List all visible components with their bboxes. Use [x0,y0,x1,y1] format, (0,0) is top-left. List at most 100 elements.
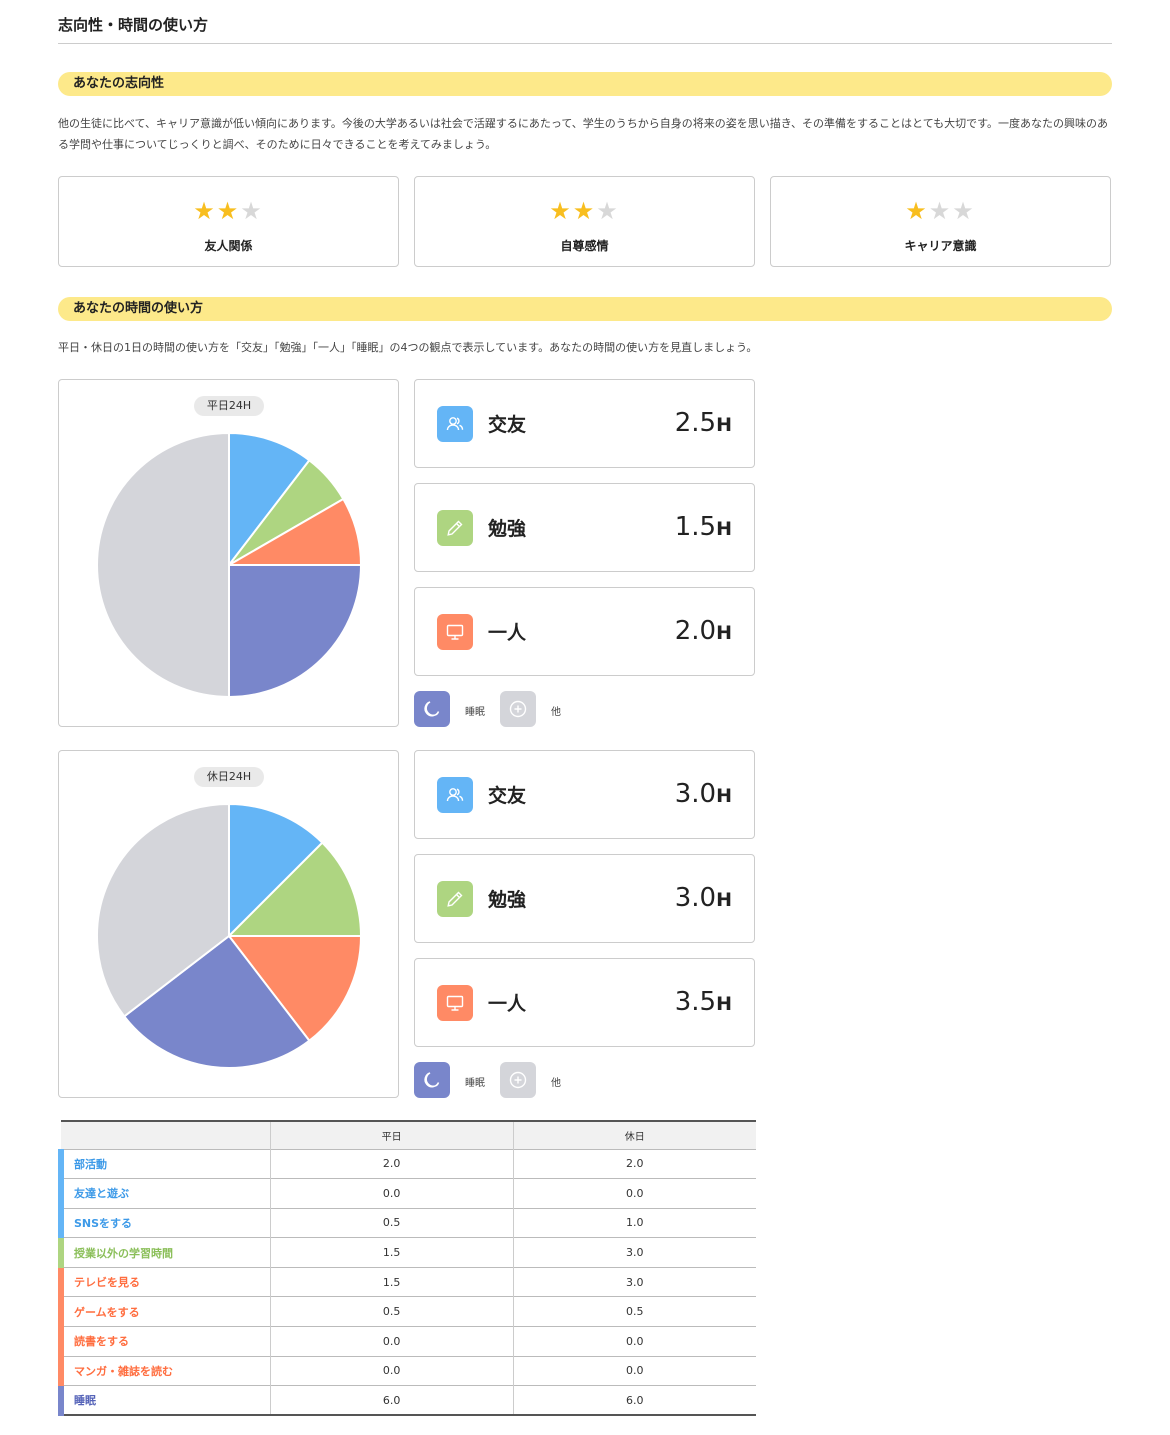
time-table: 平日 休日 部活動 2.0 2.0 友達と遊ぶ 0.0 0.0 SNSをする 0.5 1.0 授業… [57,1120,756,1417]
table-row: マンガ・雑誌を読む 0.0 0.0 [57,1355,756,1386]
stat-number: 3.0 [674,883,717,913]
row-label: ゲームをする [57,1296,271,1327]
stat-label: 勉強 [488,889,527,911]
row-weekday-value: 1.5 [269,1266,514,1297]
stat-label: 勉強 [488,518,527,540]
rating-label: 自尊感情 [560,239,609,253]
row-label: 睡眠 [57,1385,271,1416]
row-holiday-value: 1.0 [512,1207,756,1238]
stat-number: 3.5 [674,987,717,1017]
stat-unit: H [716,785,732,807]
page-title: 志向性・時間の使い方 [58,14,1112,44]
table-header-row: 平日 休日 [61,1121,756,1149]
stat-unit: H [716,414,732,436]
row-label: 部活動 [57,1148,271,1179]
row-weekday-value: 0.5 [269,1207,514,1238]
row-holiday-value: 3.0 [512,1237,756,1268]
moon-icon [414,1062,450,1098]
orientation-description: 他の生徒に比べて、キャリア意識が低い傾向にあります。今後の大学あるいは社会で活躍… [58,117,1109,151]
holiday-pie-chart [96,803,362,1069]
monitor-icon [437,614,473,650]
star-icon: ★ [596,197,620,225]
row-label: マンガ・雑誌を読む [57,1355,271,1386]
holiday-pie-card: 休日24H [58,750,399,1098]
row-weekday-value: 0.5 [269,1296,514,1327]
row-holiday-value: 6.0 [512,1385,756,1416]
star-rating: ★★★ [415,197,754,225]
rating-label: キャリア意識 [904,239,977,253]
people-icon [437,406,473,442]
stat-value: 3.0H [675,883,732,913]
row-label: 授業以外の学習時間 [57,1237,271,1268]
plus-circle-icon [500,1062,536,1098]
table-row: 授業以外の学習時間 1.5 3.0 [57,1237,756,1268]
star-icon: ★ [549,197,573,225]
table-row: 友達と遊ぶ 0.0 0.0 [57,1178,756,1209]
stat-number: 3.0 [674,779,717,809]
row-holiday-value: 0.0 [512,1326,756,1357]
stat-label: 交友 [488,785,527,807]
stat-label: 一人 [488,622,527,644]
stat-card-study: 勉強 1.5H [414,483,755,572]
pie-slice-alone [226,935,362,1043]
legend-label-sleep: 睡眠 [465,707,485,718]
legend-label-other: 他 [551,1078,561,1089]
rating-card: ★★★ キャリア意識 [770,176,1111,267]
row-label: SNSをする [57,1207,271,1238]
row-holiday-value: 2.0 [512,1148,756,1179]
row-label: テレビを見る [57,1266,271,1297]
table-header-holiday: 休日 [512,1121,756,1149]
weekday-pie-label: 平日24H [194,396,264,416]
stat-card-alone: 一人 2.0H [414,587,755,676]
pie-slice-sleep [228,564,362,698]
star-icon: ★ [216,197,241,225]
pie-slice-friends [228,432,311,568]
star-icon: ★ [952,197,976,225]
pencil-icon [437,881,473,917]
legend-label-sleep: 睡眠 [465,1078,485,1089]
stat-number: 2.0 [674,616,717,646]
pencil-icon [437,510,473,546]
time-usage-header: あなたの時間の使い方 [58,297,1112,321]
row-weekday-value: 1.5 [269,1237,514,1268]
rating-label: 友人関係 [204,239,253,253]
stat-label: 交友 [488,414,527,436]
stat-number: 2.5 [674,408,717,438]
monitor-icon [437,985,473,1021]
table-row: 読書をする 0.0 0.0 [57,1326,756,1357]
pie-slice-study [226,841,362,937]
orientation-header: あなたの志向性 [58,72,1112,96]
stat-value: 2.5H [675,408,732,438]
stat-card-alone: 一人 3.5H [414,958,755,1047]
pie-slice-other [96,432,230,698]
stat-unit: H [716,889,732,911]
star-icon: ★ [193,197,217,225]
stat-unit: H [716,518,732,540]
row-holiday-value: 0.0 [512,1355,756,1386]
holiday-pie-label: 休日24H [194,767,264,787]
row-weekday-value: 6.0 [269,1385,514,1416]
pie-slice-other [96,803,230,1018]
people-icon [437,777,473,813]
stat-number: 1.5 [674,512,717,542]
table-row: ゲームをする 0.5 0.5 [57,1296,756,1327]
table-row: 睡眠 6.0 6.0 [57,1385,756,1416]
table-header-weekday: 平日 [269,1121,514,1149]
star-rating: ★★★ [771,197,1110,225]
stat-value: 3.0H [675,779,732,809]
star-rating: ★★★ [59,197,398,225]
star-icon: ★ [928,197,953,225]
time-usage-description: 平日・休日の1日の時間の使い方を「交友」「勉強」「一人」「睡眠」の4つの観点で表… [58,341,758,354]
stat-label: 一人 [488,993,527,1015]
pie-slice-sleep [122,934,311,1069]
table-header-blank [61,1121,271,1149]
moon-icon [414,691,450,727]
weekday-pie-chart [96,432,362,698]
stat-card-friends: 交友 2.5H [414,379,755,468]
table-row: 部活動 2.0 2.0 [57,1148,756,1179]
table-row: テレビを見る 1.5 3.0 [57,1266,756,1297]
stat-unit: H [716,622,732,644]
row-holiday-value: 3.0 [512,1266,756,1297]
row-label: 友達と遊ぶ [57,1178,271,1209]
stat-unit: H [716,993,732,1015]
